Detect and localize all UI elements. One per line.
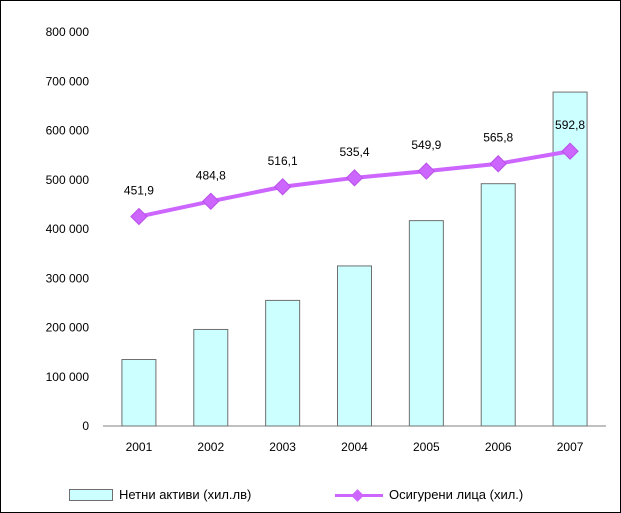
data-label-2007: 592,8 — [555, 118, 585, 132]
x-tick-label: 2005 — [413, 440, 440, 454]
legend: Нетни активи (хил.лв) Осигурени лица (хи… — [1, 481, 621, 511]
data-label-2002: 484,8 — [196, 168, 226, 182]
x-tick-label: 2003 — [269, 440, 296, 454]
point-2002 — [202, 192, 220, 210]
data-label-2004: 535,4 — [339, 145, 369, 159]
legend-swatch-line — [335, 488, 383, 502]
x-tick-label: 2007 — [557, 440, 584, 454]
data-label-2003: 516,1 — [268, 154, 298, 168]
x-tick-label: 2006 — [485, 440, 512, 454]
point-2007 — [561, 142, 579, 160]
point-2004 — [345, 169, 364, 187]
chart: 0 100 000 200 000 300 000 400 000 500 000 600 … — [46, 25, 606, 454]
legend-label-net-assets: Нетни активи (хил.лв) — [119, 487, 252, 502]
bar-2005 — [408, 220, 444, 427]
point-2005 — [417, 162, 436, 180]
y-tick-label: 300 000 — [46, 271, 90, 285]
y-tick-label: 800 000 — [46, 25, 90, 39]
bar-2006 — [480, 183, 516, 427]
x-tick-label: 2002 — [197, 440, 224, 454]
legend-label-insured: Осигурени лица (хил.) — [389, 487, 524, 502]
y-tick-label: 0 — [82, 419, 89, 433]
point-2001 — [130, 207, 148, 226]
y-tick-label: 600 000 — [46, 124, 90, 138]
bar-2004 — [337, 265, 372, 427]
bar-2007 — [552, 91, 588, 427]
point-2003 — [273, 178, 292, 196]
bar-2001 — [121, 359, 157, 427]
bar-2002 — [193, 328, 229, 427]
x-tick-label: 2001 — [126, 440, 153, 454]
legend-item-insured: Осигурени лица (хил.) — [335, 487, 523, 502]
y-tick-label: 500 000 — [46, 173, 90, 187]
data-label-2001: 451,9 — [124, 184, 154, 198]
x-tick-label: 2004 — [341, 440, 368, 454]
data-label-2006: 565,8 — [483, 131, 513, 145]
y-tick-label: 200 000 — [46, 321, 90, 335]
legend-swatch-bar — [69, 488, 113, 501]
y-tick-label: 400 000 — [46, 222, 90, 236]
data-label-2005: 549,9 — [411, 138, 441, 152]
y-tick-label: 100 000 — [46, 370, 90, 384]
point-2006 — [489, 155, 507, 173]
y-tick-label: 700 000 — [46, 74, 90, 88]
bar-2003 — [265, 299, 301, 427]
legend-item-net-assets: Нетни активи (хил.лв) — [69, 487, 251, 502]
